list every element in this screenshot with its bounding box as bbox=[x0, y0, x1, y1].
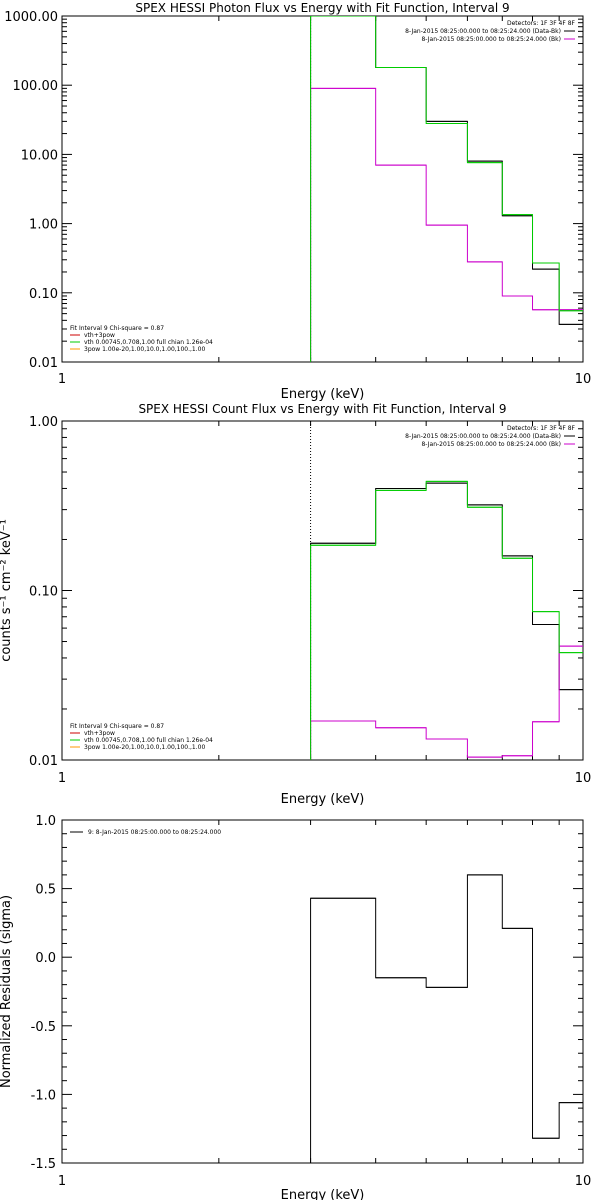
x-tick-label: 10 bbox=[575, 372, 592, 387]
legend-entry-text: vth+3pow bbox=[84, 332, 115, 339]
series-1-line bbox=[310, 874, 583, 1163]
plot-area bbox=[310, 421, 583, 760]
series-2-line bbox=[310, 645, 583, 760]
legend-header: Fit Interval 9 Chi-square = 0.87 bbox=[70, 325, 164, 332]
y-axis-ticks: 0.01 0.10 1.00 10.00 100.00 1000.00 bbox=[4, 10, 583, 371]
legend-top: Detectors: 1F 3F 4F 8F8-Jan-2015 08:25:0… bbox=[405, 20, 575, 43]
legend-entry-text: vth+3pow bbox=[84, 730, 115, 737]
x-tick-label: 1 bbox=[58, 1174, 66, 1189]
y-axis-ticks: 0.01 0.10 1.00 bbox=[29, 415, 583, 769]
chart-title: SPEX HESSI Count Flux vs Energy with Fit… bbox=[138, 402, 506, 416]
x-axis-label: Energy (keV) bbox=[281, 1188, 365, 1200]
legend-top: 9: 8-Jan-2015 08:25:00.000 to 08:25:24.0… bbox=[70, 829, 221, 836]
legend-header: Detectors: 1F 3F 4F 8F bbox=[507, 20, 576, 27]
legend-header: Detectors: 1F 3F 4F 8F bbox=[507, 425, 576, 432]
plot-frame bbox=[61, 819, 584, 1164]
y-tick-label: 0.01 bbox=[29, 754, 58, 769]
y-tick-label: 0.0 bbox=[35, 951, 56, 966]
x-tick-label: 1 bbox=[58, 372, 66, 387]
y-tick-label: -1.0 bbox=[31, 1088, 56, 1103]
legend-entry-text: 3pow 1.00e-20,1.00,10.0,1.00,100.,1.00 bbox=[84, 346, 205, 353]
x-tick-label: 10 bbox=[575, 1174, 592, 1189]
y-tick-label: -1.5 bbox=[31, 1157, 56, 1172]
x-axis-ticks: 1 10 bbox=[58, 421, 591, 786]
y-axis-label: counts s⁻¹ cm⁻² keV⁻¹ bbox=[0, 519, 14, 662]
chart-title: SPEX HESSI Photon Flux vs Energy with Fi… bbox=[135, 1, 509, 15]
y-tick-label: 10.00 bbox=[21, 148, 58, 163]
series-1-line bbox=[310, 16, 583, 362]
x-axis-label: Energy (keV) bbox=[281, 792, 365, 807]
x-axis-label: Energy (keV) bbox=[281, 387, 365, 402]
x-axis-ticks: 1 10 bbox=[58, 820, 591, 1189]
series-3-line bbox=[310, 16, 583, 362]
legend-entry-text: vth 0.00745,0.708,1.00 full chian 1.26e-… bbox=[84, 339, 213, 346]
series-3-line bbox=[310, 480, 583, 760]
legend-entry-text: 8-Jan-2015 08:25:00.000 to 08:25:24.000 … bbox=[405, 28, 561, 35]
legend-bottom: Fit Interval 9 Chi-square = 0.87vth+3pow… bbox=[70, 325, 213, 353]
y-tick-label: 0.01 bbox=[29, 356, 58, 371]
plot-frame bbox=[61, 420, 584, 761]
legend-entry-text: 9: 8-Jan-2015 08:25:00.000 to 08:25:24.0… bbox=[88, 829, 221, 836]
y-axis-label: Normalized Residuals (sigma) bbox=[0, 895, 14, 1088]
plot-area bbox=[310, 874, 583, 1163]
legend-entry-text: 8-Jan-2015 08:25:00.000 to 08:25:24.000 … bbox=[405, 433, 561, 440]
y-tick-label: 0.10 bbox=[29, 585, 58, 600]
legend-entry-text: 8-Jan-2015 08:25:00.000 to 08:25:24.000 … bbox=[421, 36, 561, 43]
y-tick-label: 1.00 bbox=[29, 415, 58, 430]
plot-area bbox=[310, 16, 583, 362]
series-2-line bbox=[310, 87, 583, 362]
y-tick-label: -0.5 bbox=[31, 1020, 56, 1035]
x-tick-label: 10 bbox=[575, 771, 592, 786]
y-tick-label: 100.00 bbox=[13, 79, 59, 94]
plot-frame bbox=[61, 15, 584, 363]
y-tick-label: 0.10 bbox=[29, 287, 58, 302]
y-tick-label: 1000.00 bbox=[4, 10, 58, 25]
legend-entry-text: 3pow 1.00e-20,1.00,10.0,1.00,100.,1.00 bbox=[84, 744, 205, 751]
y-tick-label: 1.00 bbox=[29, 218, 58, 233]
y-tick-label: 1.0 bbox=[35, 814, 56, 829]
chart-1: SPEX HESSI Photon Flux vs Energy with Fi… bbox=[4, 1, 591, 402]
chart-3: 1 10 -1.5 -1.0 -0.5 0.0 0.5 1.0 Energy (keV) Norm… bbox=[0, 814, 591, 1200]
legend-header: Fit Interval 9 Chi-square = 0.87 bbox=[70, 723, 164, 730]
chart-2: SPEX HESSI Count Flux vs Energy with Fit… bbox=[0, 402, 591, 807]
y-axis-ticks: -1.5 -1.0 -0.5 0.0 0.5 1.0 bbox=[31, 814, 583, 1172]
x-tick-label: 1 bbox=[58, 771, 66, 786]
legend-bottom: Fit Interval 9 Chi-square = 0.87vth+3pow… bbox=[70, 723, 213, 751]
legend-top: Detectors: 1F 3F 4F 8F8-Jan-2015 08:25:0… bbox=[405, 425, 575, 448]
legend-entry-text: 8-Jan-2015 08:25:00.000 to 08:25:24.000 … bbox=[421, 441, 561, 448]
y-tick-label: 0.5 bbox=[35, 883, 56, 898]
legend-entry-text: vth 0.00745,0.708,1.00 full chian 1.26e-… bbox=[84, 737, 213, 744]
